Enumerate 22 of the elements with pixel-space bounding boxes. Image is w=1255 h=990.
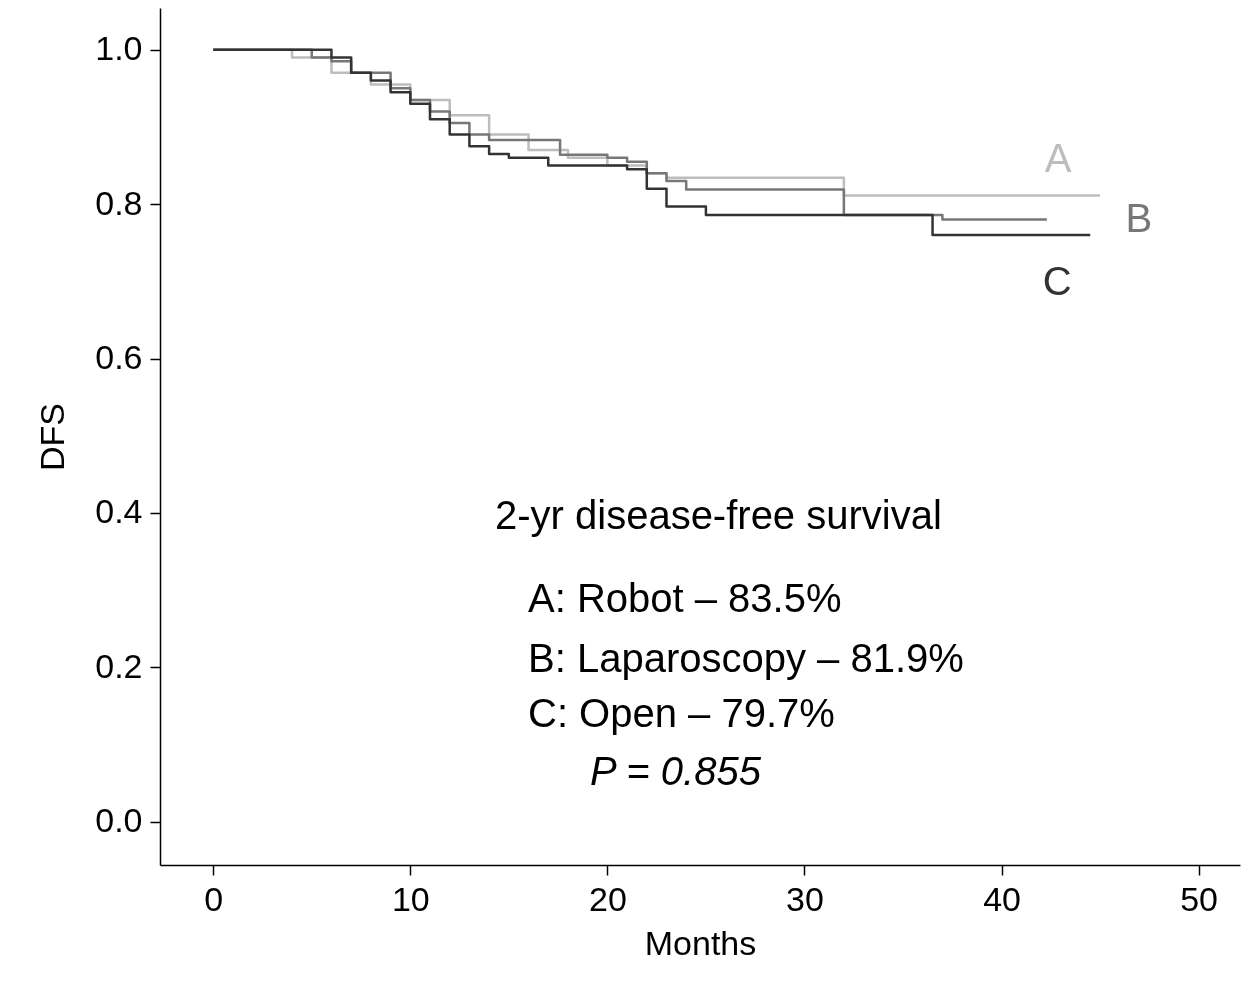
annotation: B: Laparoscopy – 81.9% xyxy=(528,636,964,680)
y-tick-label: 0.0 xyxy=(95,801,143,840)
x-tick-label: 0 xyxy=(204,879,224,918)
x-tick-label: 20 xyxy=(588,879,627,918)
series-label: B xyxy=(1125,195,1153,240)
x-tick-label: 30 xyxy=(786,879,824,918)
y-tick-label: 1.0 xyxy=(95,29,143,68)
annotation: P = 0.855 xyxy=(590,749,762,793)
series-label: C xyxy=(1042,258,1072,303)
y-tick-label: 0.8 xyxy=(95,183,143,222)
series-label: A xyxy=(1044,135,1072,180)
x-tick-label: 10 xyxy=(391,879,430,918)
x-tick-label: 40 xyxy=(983,879,1021,918)
annotation: 2-yr disease-free survival xyxy=(495,493,942,537)
annotation: A: Robot – 83.5% xyxy=(528,576,842,620)
x-axis-title: Months xyxy=(644,923,757,962)
y-axis-title: DFS xyxy=(33,403,72,471)
y-tick-label: 0.4 xyxy=(95,492,143,531)
x-tick-label: 50 xyxy=(1180,879,1219,918)
y-tick-label: 0.2 xyxy=(95,646,143,685)
annotation: C: Open – 79.7% xyxy=(528,691,835,735)
y-tick-label: 0.6 xyxy=(95,338,143,377)
